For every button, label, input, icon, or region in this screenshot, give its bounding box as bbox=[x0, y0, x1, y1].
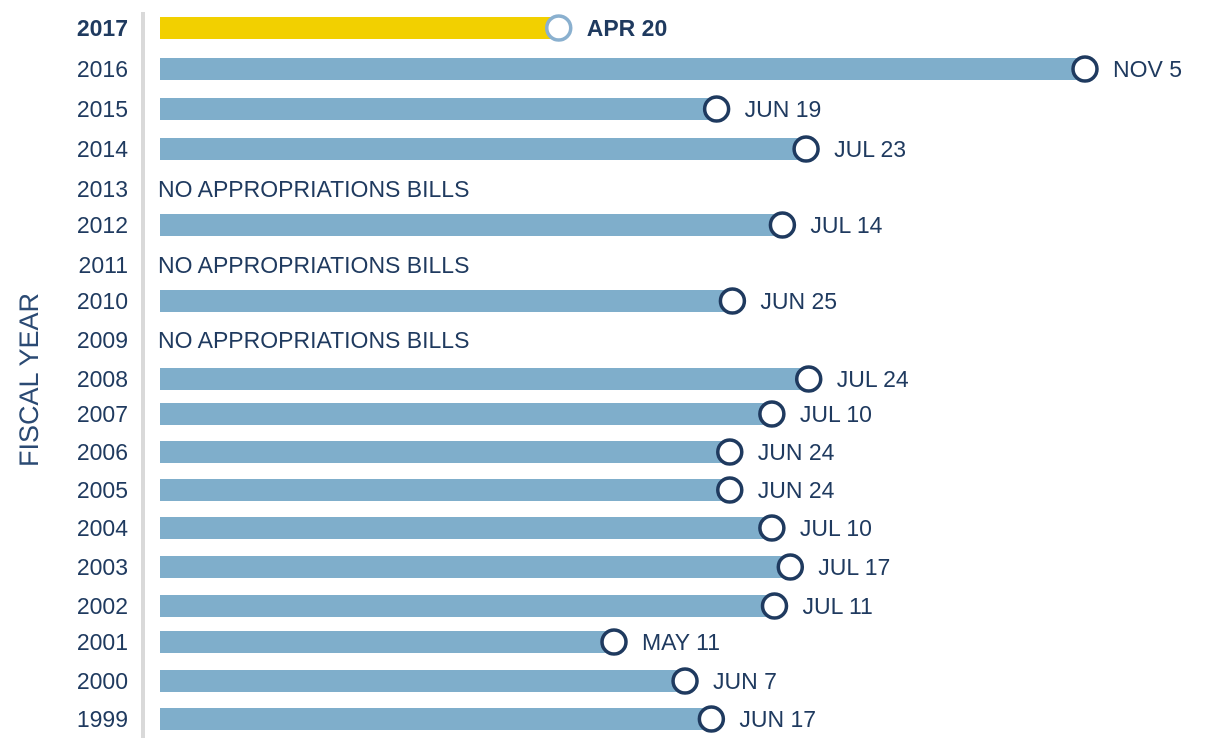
year-tick-label: 2017 bbox=[77, 15, 128, 41]
date-data-label: JUL 24 bbox=[837, 366, 909, 392]
year-tick-label: 2000 bbox=[77, 668, 128, 694]
year-tick-label: 2014 bbox=[77, 136, 128, 162]
date-marker bbox=[794, 365, 823, 393]
year-tick-label: 2016 bbox=[77, 56, 128, 82]
year-tick-label: 2012 bbox=[77, 212, 128, 238]
date-data-label: JUL 23 bbox=[834, 136, 906, 162]
year-tick-label: 2007 bbox=[77, 401, 128, 427]
year-tick-label: 2004 bbox=[77, 515, 128, 541]
year-tick-label: 2008 bbox=[77, 366, 128, 392]
date-data-label: JUN 24 bbox=[758, 439, 835, 465]
date-marker bbox=[600, 628, 628, 656]
date-marker bbox=[544, 14, 573, 42]
year-tick-label: 2009 bbox=[77, 327, 128, 353]
date-data-label: JUL 10 bbox=[800, 401, 872, 427]
year-tick-label: 2001 bbox=[77, 629, 128, 655]
year-tick-label: 2006 bbox=[77, 439, 128, 465]
date-marker bbox=[776, 553, 805, 581]
year-tick-label: 2003 bbox=[77, 554, 128, 580]
bar bbox=[160, 98, 717, 120]
bar bbox=[160, 556, 791, 578]
date-marker bbox=[702, 95, 731, 123]
year-tick-label: 2002 bbox=[77, 593, 128, 619]
bar bbox=[160, 368, 809, 390]
bar bbox=[160, 708, 712, 730]
year-tick-label: 2010 bbox=[77, 288, 128, 314]
bar bbox=[160, 290, 733, 312]
bar bbox=[160, 58, 1085, 80]
date-data-label: JUN 25 bbox=[760, 288, 837, 314]
highlight-bar bbox=[160, 17, 559, 39]
no-bills-note: NO APPROPRIATIONS BILLS bbox=[158, 176, 469, 202]
date-data-label: JUN 17 bbox=[739, 706, 816, 732]
year-tick-label: 2005 bbox=[77, 477, 128, 503]
no-bills-note: NO APPROPRIATIONS BILLS bbox=[158, 327, 469, 353]
y-axis-title: FISCAL YEAR bbox=[14, 293, 44, 467]
bar bbox=[160, 214, 783, 236]
bar bbox=[160, 479, 730, 501]
date-marker bbox=[718, 287, 747, 315]
year-tick-label: 2011 bbox=[79, 252, 128, 278]
bar bbox=[160, 670, 686, 692]
date-data-label: JUN 19 bbox=[745, 96, 822, 122]
date-data-label: APR 20 bbox=[587, 15, 668, 41]
bar bbox=[160, 517, 772, 539]
date-data-label: NOV 5 bbox=[1113, 56, 1182, 82]
year-tick-label: 2015 bbox=[77, 96, 128, 122]
date-data-label: JUN 7 bbox=[713, 668, 777, 694]
bar bbox=[160, 631, 614, 653]
bar bbox=[160, 441, 730, 463]
date-data-label: JUL 10 bbox=[800, 515, 872, 541]
date-marker bbox=[697, 705, 726, 733]
date-marker bbox=[760, 592, 789, 620]
year-tick-label: 1999 bbox=[77, 706, 128, 732]
no-bills-note: NO APPROPRIATIONS BILLS bbox=[158, 252, 469, 278]
date-marker bbox=[768, 211, 797, 239]
date-marker bbox=[758, 514, 786, 542]
bar bbox=[160, 595, 775, 617]
date-data-label: JUL 17 bbox=[818, 554, 890, 580]
year-tick-label: 2013 bbox=[77, 176, 128, 202]
bar bbox=[160, 138, 807, 160]
date-marker bbox=[792, 135, 820, 163]
date-marker bbox=[716, 476, 744, 504]
date-data-label: JUN 24 bbox=[758, 477, 835, 503]
date-marker bbox=[1071, 55, 1099, 83]
date-marker bbox=[671, 667, 699, 695]
date-marker bbox=[716, 438, 744, 466]
date-data-label: JUL 14 bbox=[810, 212, 882, 238]
date-marker bbox=[758, 400, 786, 428]
bar bbox=[160, 403, 772, 425]
date-data-label: MAY 11 bbox=[642, 629, 720, 655]
date-data-label: JUL 11 bbox=[803, 593, 873, 619]
